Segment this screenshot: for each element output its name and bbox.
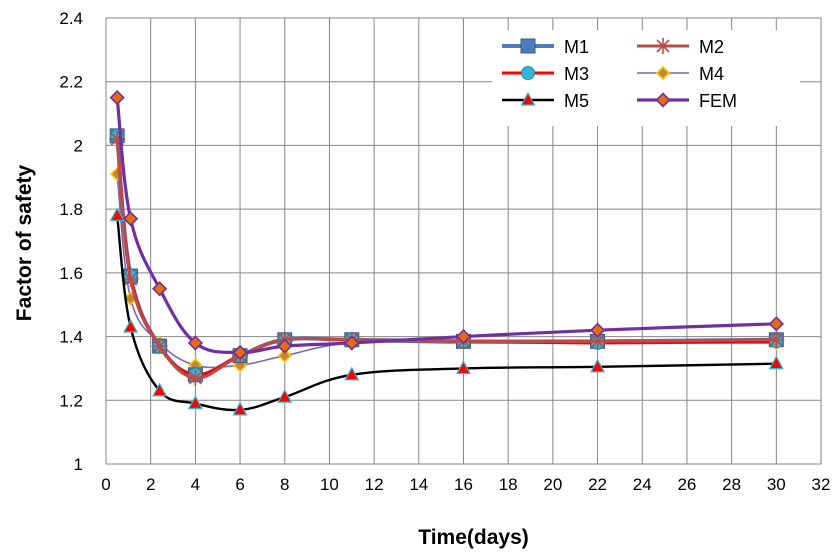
x-tick-label: 14: [409, 475, 428, 494]
data-point-fem: [344, 335, 360, 351]
data-point-m5: [277, 388, 293, 403]
legend-entry-m4: M4: [637, 64, 724, 84]
series-line-m5: [115, 215, 777, 412]
legend-label: M1: [564, 37, 589, 57]
x-tick-label: 22: [588, 475, 607, 494]
data-point-fem: [455, 328, 472, 345]
data-point-fem: [232, 344, 248, 361]
data-point-fem: [122, 211, 139, 227]
legend-label: M3: [564, 64, 589, 84]
x-tick-label: 28: [722, 475, 741, 494]
x-axis-ticks: 0 2 4 6 8 10 12 14 16 18 20 22 24 26 28 30 32: [101, 475, 830, 494]
series-line-fem: [115, 97, 777, 355]
legend-entry-m2: M2: [637, 37, 724, 57]
legend-marker-m4: [655, 65, 671, 81]
series-fem: [109, 90, 784, 361]
data-point-m5: [187, 395, 203, 410]
legend-marker-m1: [520, 38, 536, 54]
y-axis-title: Factor of safety: [13, 164, 36, 321]
data-point-fem: [277, 338, 293, 354]
y-tick-label: 1.4: [59, 328, 83, 347]
x-tick-label: 12: [365, 475, 384, 494]
x-tick-label: 20: [543, 475, 562, 494]
legend-label: FEM: [699, 91, 737, 111]
x-tick-label: 6: [235, 475, 244, 494]
x-tick-label: 18: [499, 475, 518, 494]
data-point-m2: [187, 369, 204, 386]
data-point-fem: [768, 316, 784, 332]
legend-label: M2: [699, 37, 724, 57]
x-tick-label: 10: [320, 475, 339, 494]
y-tick-label: 1.2: [59, 391, 83, 410]
series-m2: [109, 131, 785, 386]
legend-marker-m3: [521, 66, 535, 80]
data-point-m2: [589, 333, 606, 350]
x-axis-title: Time(days): [418, 526, 529, 549]
legend-entry-m1: M1: [502, 37, 589, 57]
x-tick-label: 2: [146, 475, 155, 494]
data-point-m5: [344, 366, 360, 381]
legend-entry-m5: M5: [502, 91, 589, 111]
x-tick-label: 4: [191, 475, 200, 494]
y-tick-label: 2.4: [59, 9, 83, 28]
legend-entry-fem: FEM: [637, 91, 737, 111]
series-m5: [109, 207, 784, 416]
data-point-m5: [232, 401, 248, 416]
legend-label: M4: [699, 64, 724, 84]
data-point-m2: [151, 338, 168, 355]
data-point-m2: [122, 271, 139, 288]
legend-marker-m5: [520, 91, 536, 106]
y-axis-ticks: 1 1.2 1.4 1.6 1.8 2 2.2 2.4: [59, 9, 83, 474]
data-point-m5: [455, 360, 472, 375]
legend-label: M5: [564, 91, 589, 111]
legend: M1 M2 M3 M4 M5 FEM: [492, 30, 800, 126]
y-tick-label: 1.8: [59, 200, 83, 219]
data-point-fem: [151, 281, 168, 297]
data-point-m2: [109, 131, 126, 148]
data-point-m4: [277, 348, 292, 363]
y-tick-label: 2.2: [59, 73, 83, 92]
x-tick-label: 30: [767, 475, 786, 494]
y-tick-label: 1.6: [59, 264, 83, 283]
data-point-m5: [123, 318, 139, 333]
data-point-fem: [109, 90, 125, 106]
x-tick-label: 32: [812, 475, 831, 494]
legend-marker-fem: [655, 92, 671, 108]
x-tick-label: 24: [633, 475, 652, 494]
data-point-m5: [152, 382, 168, 397]
data-point-m5: [590, 358, 606, 373]
y-tick-label: 1: [74, 455, 83, 474]
x-tick-label: 16: [454, 475, 473, 494]
y-tick-label: 2: [74, 136, 83, 155]
data-point-fem: [589, 322, 606, 338]
series-layer: [109, 90, 785, 416]
data-point-m2: [768, 331, 785, 348]
data-point-m5: [109, 207, 125, 222]
legend-marker-m2: [655, 38, 671, 54]
x-tick-label: 26: [677, 475, 696, 494]
x-tick-label: 0: [101, 475, 110, 494]
x-tick-label: 8: [280, 475, 289, 494]
data-point-m5: [768, 355, 784, 370]
plot-area-border: [105, 17, 822, 465]
legend-entry-m3: M3: [502, 64, 589, 84]
data-point-fem: [187, 335, 204, 351]
